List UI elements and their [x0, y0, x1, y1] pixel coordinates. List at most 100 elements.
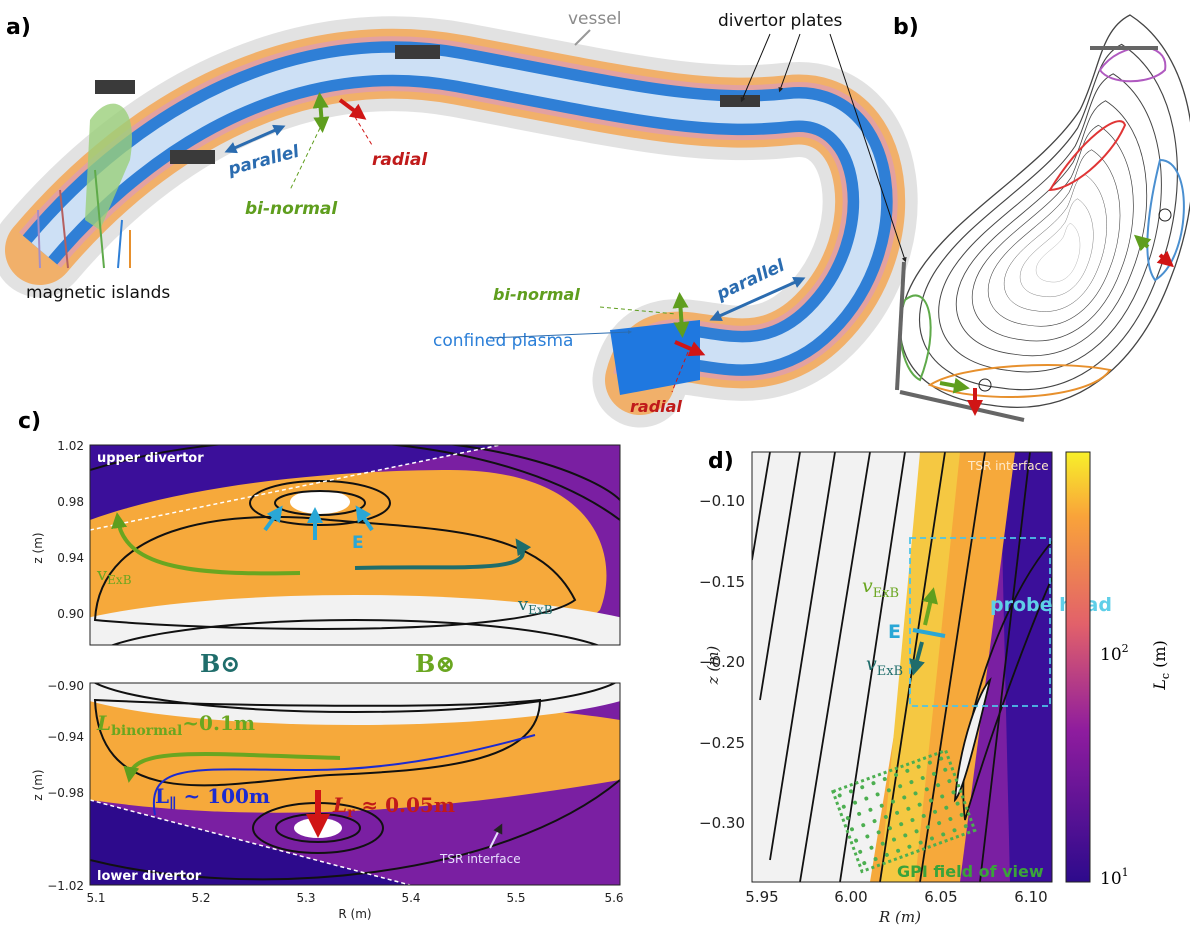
shape: v	[862, 575, 873, 597]
shape: ExB	[877, 664, 903, 679]
shape: ~0.1m	[182, 711, 255, 735]
annotation: vessel	[568, 9, 621, 29]
y-tick-label: −1.02	[47, 879, 84, 893]
arrow	[1160, 255, 1168, 262]
shape	[1020, 199, 1093, 297]
shape: binormal	[111, 723, 182, 739]
panel-c: c) upper divertor E vExB vExB 1.02 0.98 …	[18, 409, 685, 921]
annotation: GPI field of view	[897, 862, 1044, 881]
y-tick-label: 0.90	[57, 607, 84, 621]
y-tick-label: −0.15	[699, 573, 745, 591]
shape: L	[96, 711, 111, 735]
x-tick-label: 5.95	[745, 888, 778, 906]
region-label: upper divertor	[97, 451, 204, 466]
x-tick-label: 5.4	[401, 891, 420, 905]
x-tick-label: 5.2	[191, 891, 210, 905]
annotation: confined plasma	[433, 331, 573, 351]
y-tick-label: −0.90	[47, 679, 84, 693]
y-tick-label: −0.30	[699, 814, 745, 832]
arrow	[940, 383, 962, 387]
shape: L	[332, 793, 347, 817]
shape: −0.90 −0.94 −0.98 −1.02	[47, 679, 84, 893]
x-tick-label: 6.00	[834, 888, 867, 906]
figure: a) parallel radial bi-normal vessel dive…	[0, 0, 1190, 931]
colorbar	[1066, 452, 1090, 882]
annotation: bi-normal	[493, 285, 580, 304]
shape	[920, 44, 1178, 389]
e-label: E	[888, 621, 901, 643]
shape: 5.95 6.00 6.05 6.10 R (m)	[745, 888, 1047, 926]
shape: 5.1 5.2 5.3 5.4 5.5 5.6 R (m)	[86, 891, 623, 921]
annotation: probe head	[990, 594, 1112, 616]
y-tick-label: 1.02	[57, 439, 84, 453]
shape: ExB	[873, 586, 899, 601]
annotation: TSR interface	[967, 459, 1049, 473]
annotation: TSR interface	[439, 852, 521, 866]
shape: ExB	[528, 603, 553, 617]
y-tick-label: 0.94	[57, 551, 84, 565]
y-axis-label: z (m)	[31, 769, 45, 800]
y-tick-label: −0.25	[699, 734, 745, 752]
divertor-plate	[720, 95, 760, 107]
shape: v	[866, 653, 877, 675]
shape: 10	[1100, 645, 1122, 665]
y-tick-label: −0.10	[699, 492, 745, 510]
shape: 2	[1122, 642, 1129, 655]
x-tick-label: 6.05	[924, 888, 957, 906]
x-tick-label: 5.3	[296, 891, 315, 905]
island-orange	[930, 365, 1110, 397]
shape: ∥	[169, 796, 176, 812]
colorbar-tick-label: 101	[1100, 866, 1129, 889]
shape: L	[1150, 679, 1169, 691]
annotation: radial	[630, 397, 682, 416]
y-tick-label: −0.98	[47, 786, 84, 800]
x-tick-label: 5.6	[604, 891, 623, 905]
panel-label: a)	[6, 15, 31, 40]
b-label: B⊗	[415, 649, 455, 678]
panel-a: a) parallel radial bi-normal vessel dive…	[6, 9, 905, 416]
x-tick-label: 6.10	[1014, 888, 1047, 906]
divertor-plate	[170, 150, 215, 164]
arrow-binormal	[320, 100, 322, 125]
y-axis-label: z (m)	[704, 646, 722, 686]
shape	[1036, 223, 1080, 282]
panel-b: b)	[893, 15, 1190, 420]
y-tick-label: 0.98	[57, 495, 84, 509]
colorbar-tick-label: 102	[1100, 642, 1129, 665]
annotation: bi-normal	[245, 199, 338, 219]
shape	[1004, 174, 1107, 311]
d-plot	[752, 452, 1085, 882]
panel-label: b)	[893, 15, 919, 40]
panel-d: d) TSR interface vExB E vExB probe head …	[699, 449, 1172, 926]
region-label: lower divertor	[97, 869, 202, 884]
shape: ExB	[107, 573, 132, 587]
shape: ≈ 0.05m	[354, 793, 455, 817]
y-axis-label: z (m)	[31, 532, 45, 563]
arrow-binormal	[680, 300, 682, 330]
panel-label: d)	[708, 449, 734, 474]
b-label: B⊙	[200, 649, 240, 678]
shape	[290, 490, 350, 514]
shape: 1.02 0.98 0.94 0.90	[57, 439, 84, 621]
shape	[900, 15, 1190, 407]
island-red	[1050, 121, 1125, 190]
annotation: radial	[372, 150, 428, 170]
dash	[355, 117, 372, 145]
e-label: E	[352, 533, 364, 553]
annotation: magnetic islands	[26, 283, 170, 303]
island-green	[900, 295, 931, 380]
x-tick-label: 5.5	[506, 891, 525, 905]
panel-label: c)	[18, 409, 41, 434]
divertor-plate	[395, 45, 440, 59]
divertor-plate	[95, 80, 135, 94]
colorbar-label: Lc (m)	[1150, 640, 1172, 691]
x-axis-label: R (m)	[878, 908, 921, 926]
x-tick-label: 5.1	[86, 891, 105, 905]
shape: (m)	[1150, 640, 1169, 673]
shape: ~ 100m	[176, 784, 270, 808]
y-tick-label: −0.94	[47, 730, 84, 744]
symbol	[1159, 209, 1171, 221]
shape: L	[155, 784, 169, 808]
shape: 1	[1122, 866, 1129, 879]
x-axis-label: R (m)	[338, 907, 371, 921]
